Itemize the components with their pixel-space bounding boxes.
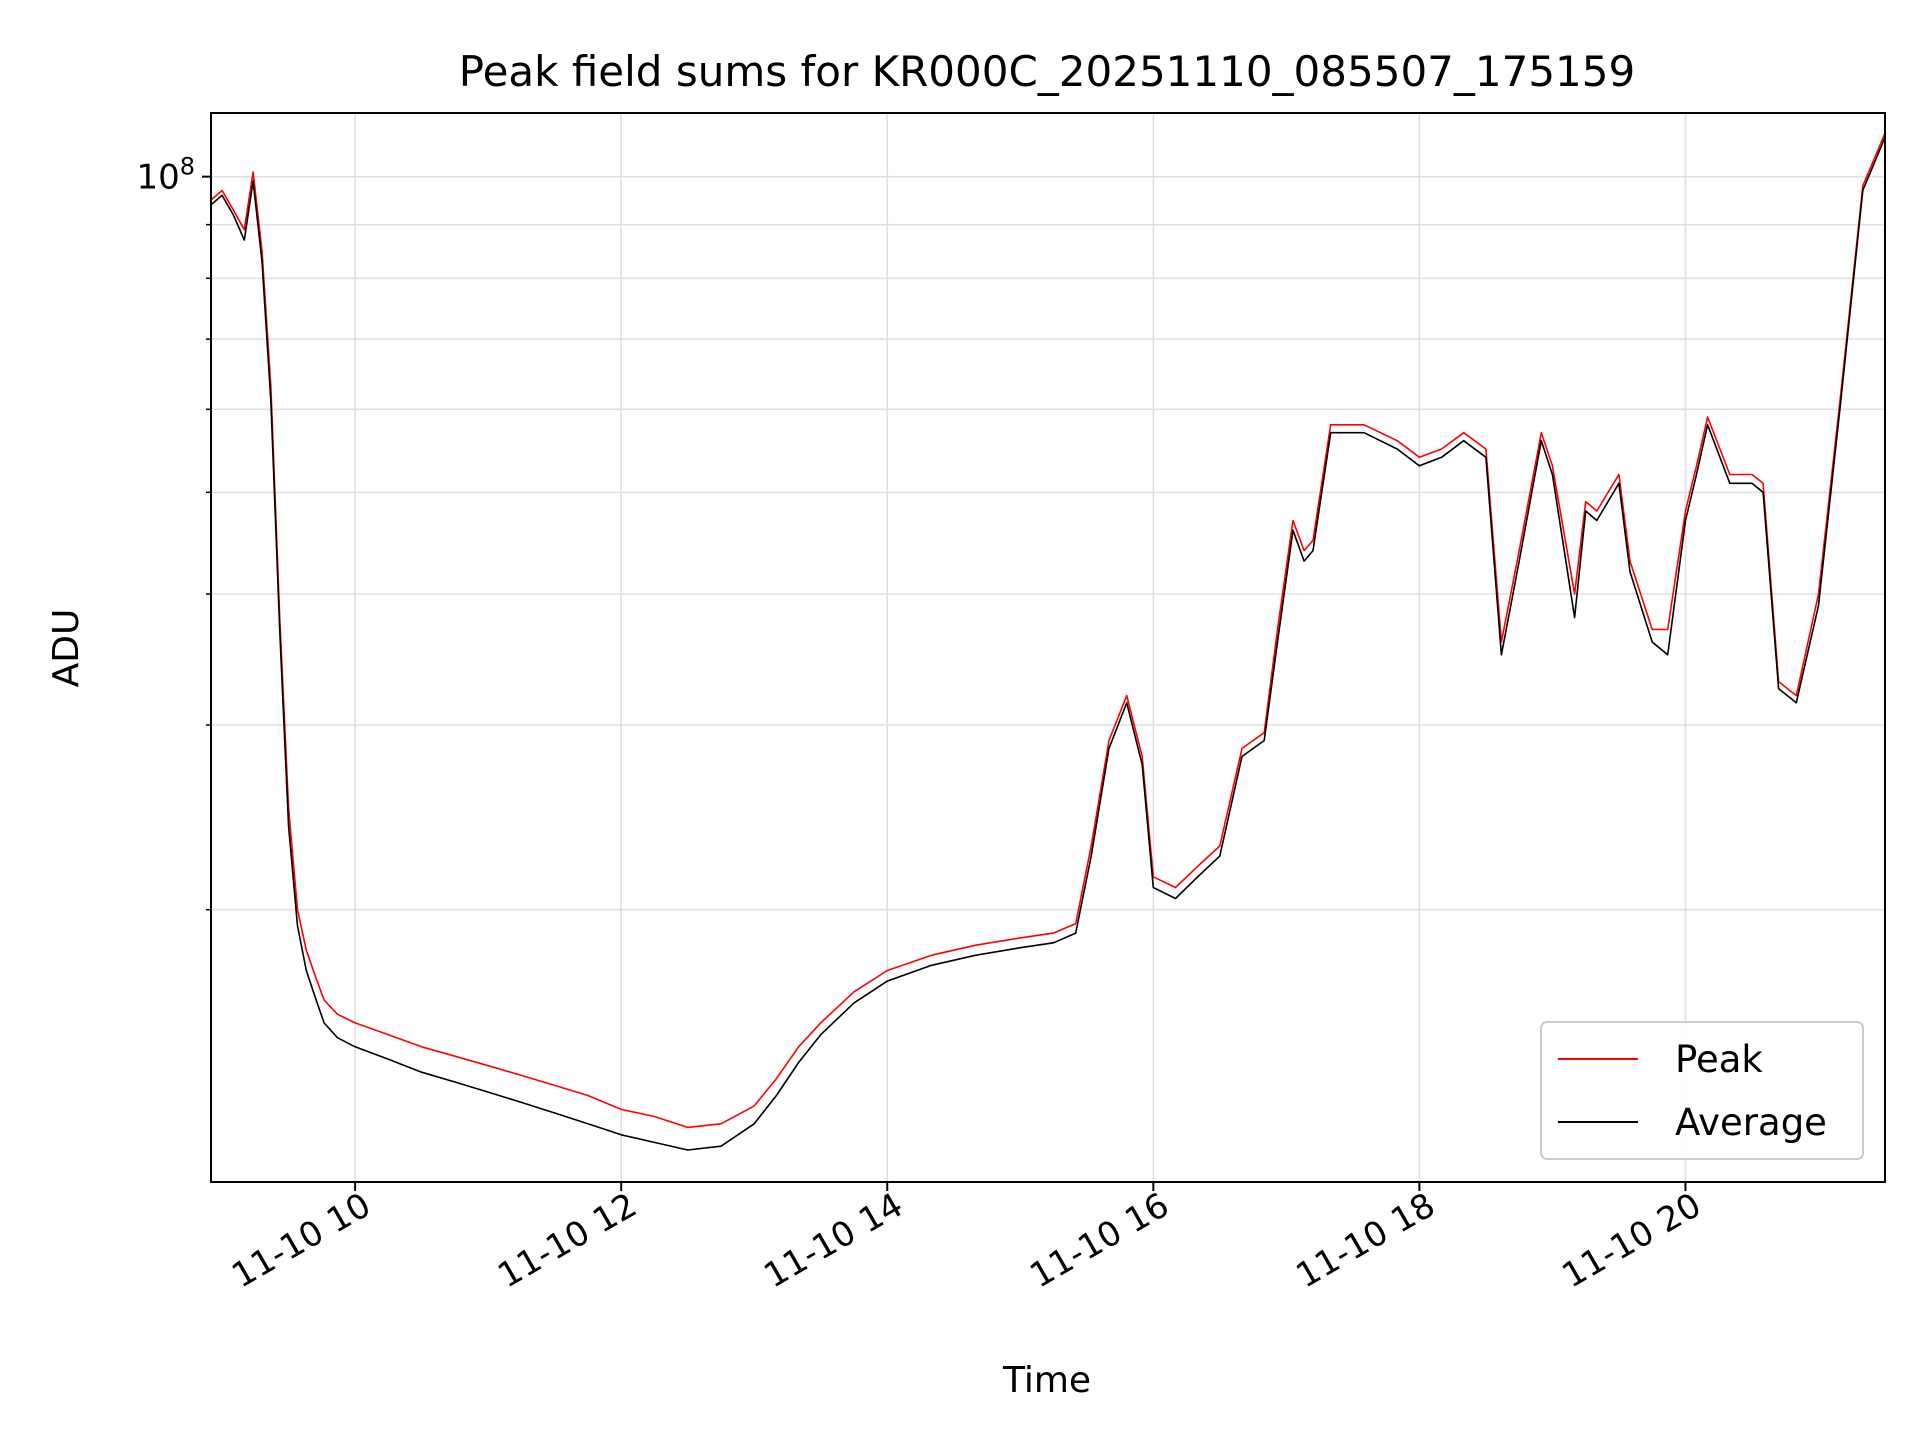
chart-title: Peak field sums for KR000C_20251110_0855… (459, 47, 1635, 96)
y-tick-label: 108 (136, 153, 195, 198)
series-line-average (210, 137, 1886, 1151)
series-line-peak (210, 132, 1886, 1129)
legend: Peak Average (1540, 1021, 1864, 1160)
legend-box (1540, 1021, 1864, 1160)
y-axis-title: ADU (46, 609, 87, 688)
grid-layer (211, 113, 1885, 1182)
plot-frame (210, 112, 1886, 1183)
legend-label-peak: Peak (1675, 1038, 1763, 1081)
legend-label-average: Average (1675, 1101, 1827, 1144)
y-axis-ticks: 108 (136, 153, 211, 911)
series-layer (210, 132, 1886, 1151)
x-axis-title: Time (1002, 1360, 1091, 1401)
